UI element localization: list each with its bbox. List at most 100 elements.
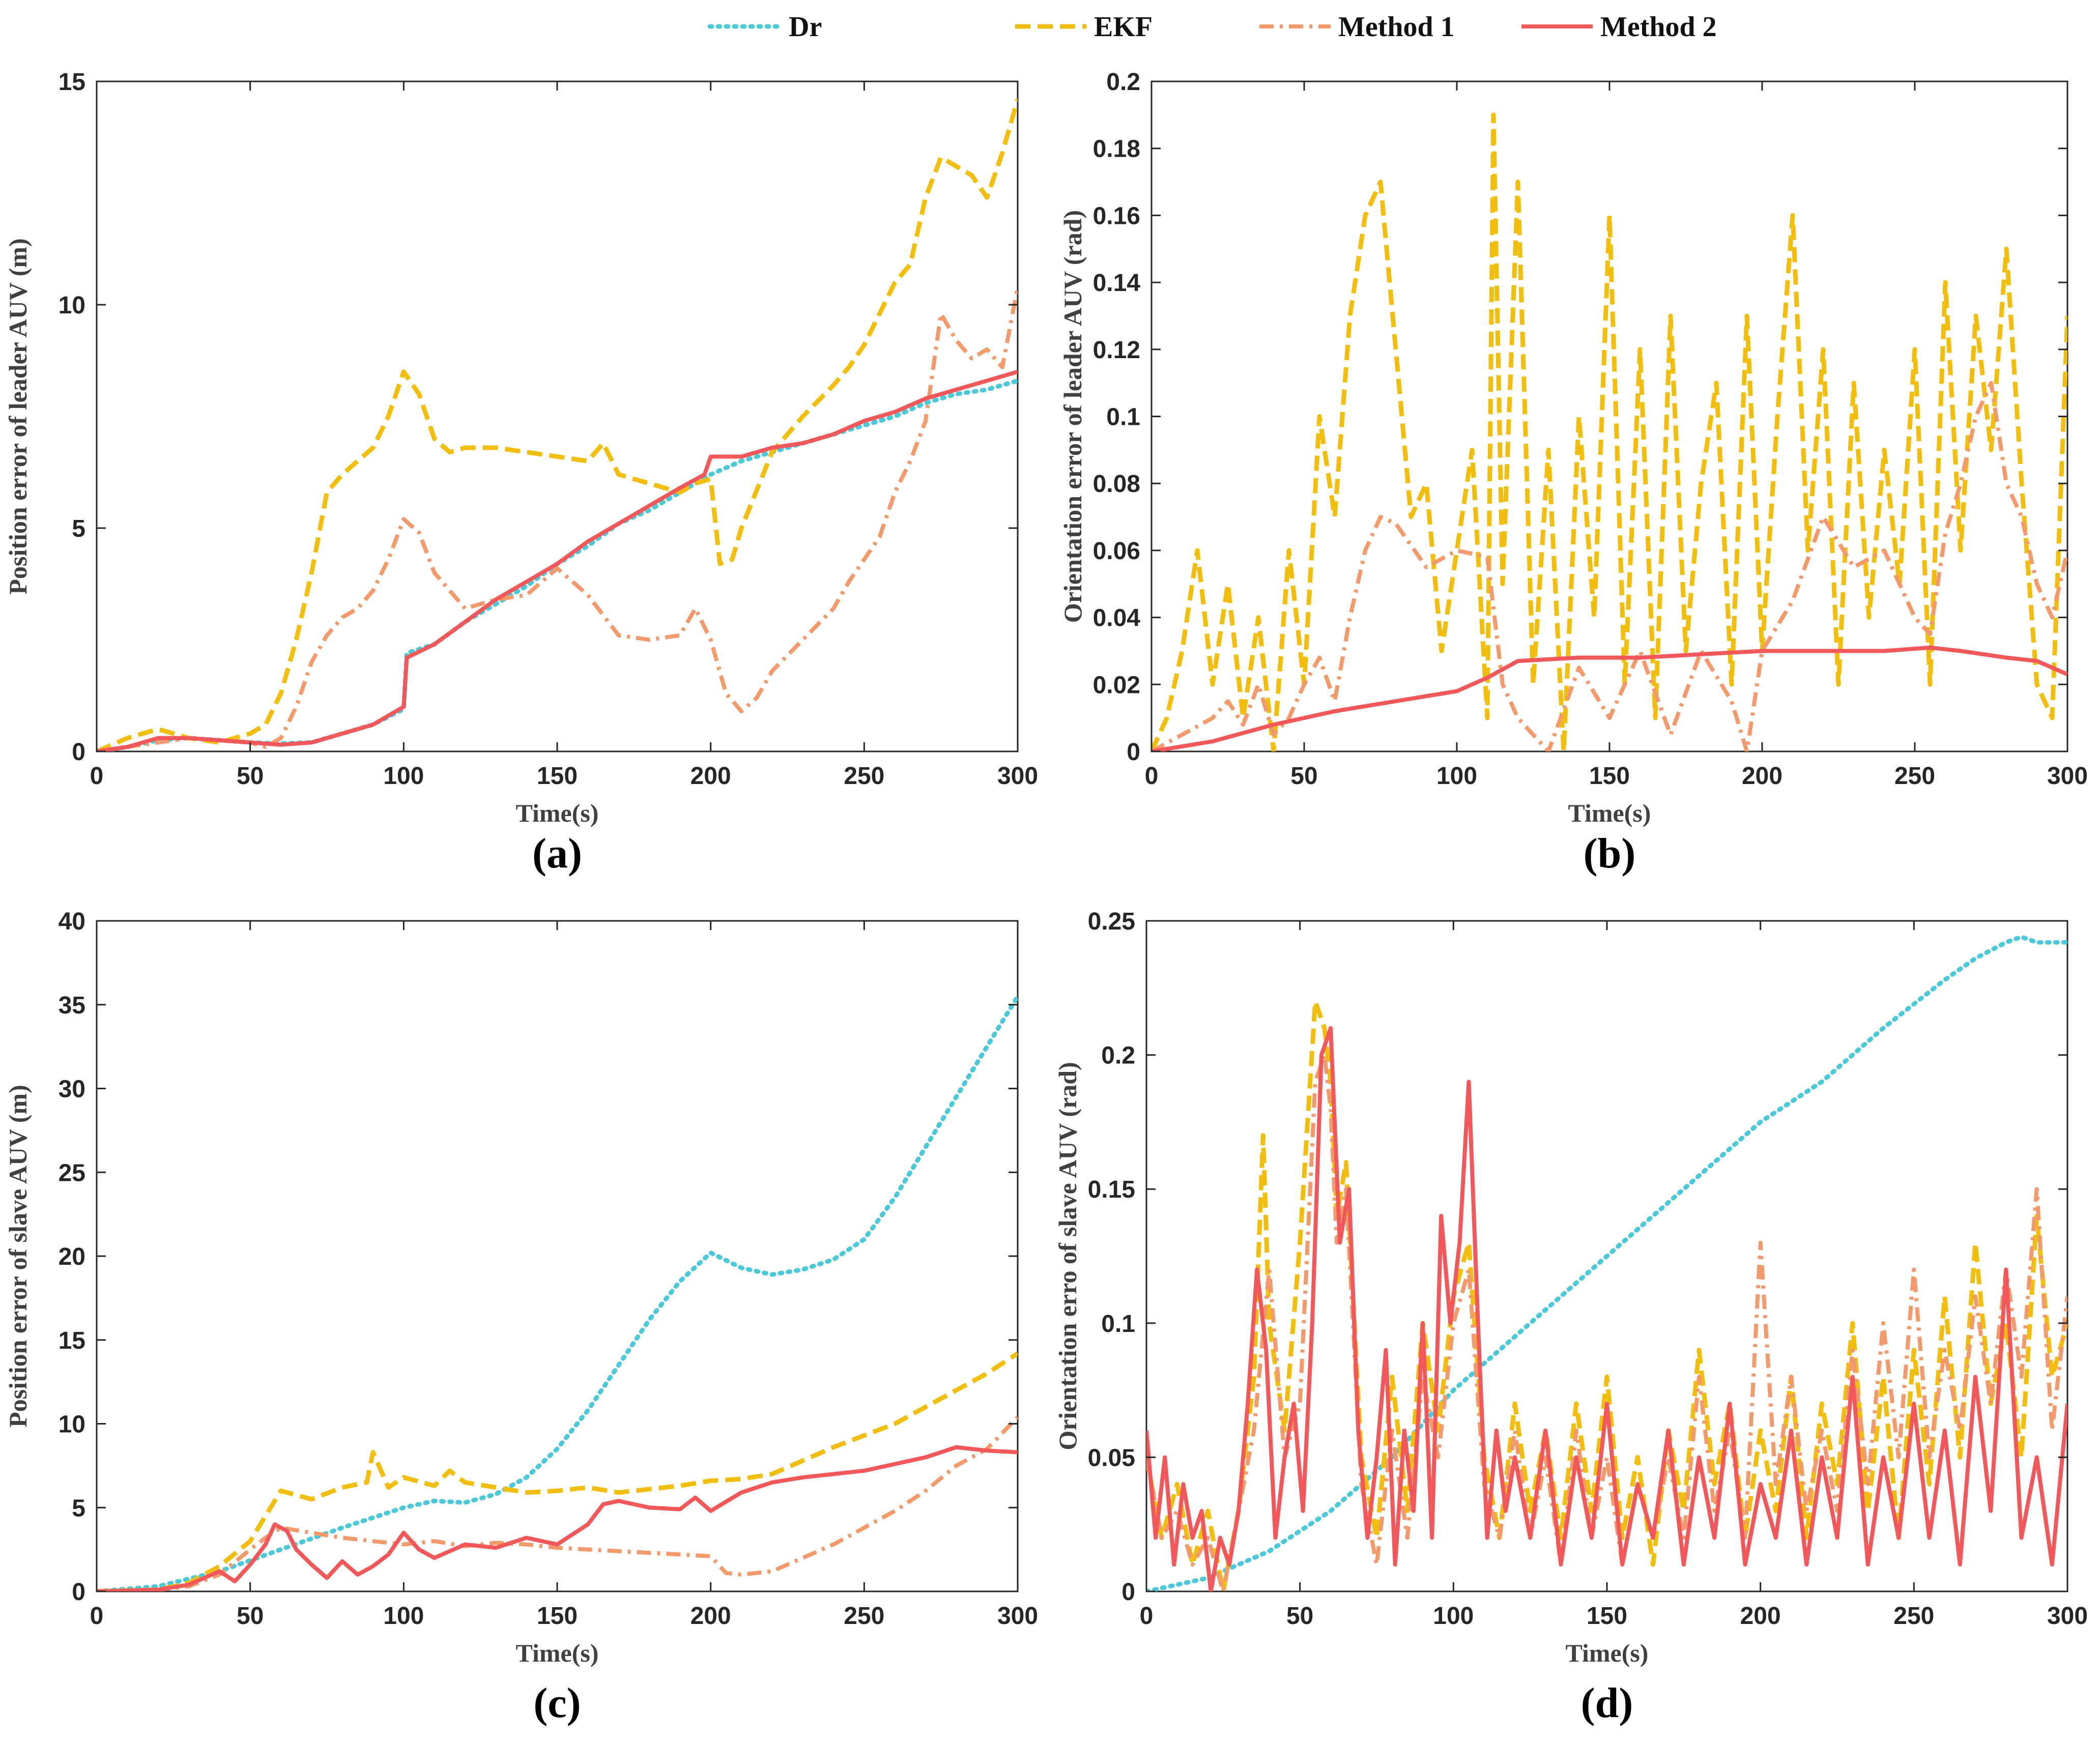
y-tick-label: 0.2 (1101, 1042, 1135, 1069)
y-tick-label: 0.14 (1093, 270, 1141, 297)
chart-panel-b: 0 50 100 150 200 250 300 0 0.02 0.04 0.06 0.08 0.1 0.… (1058, 69, 2088, 877)
y-tick-label: 0.1 (1101, 1311, 1135, 1338)
x-axis-label: Time(s) (516, 799, 599, 827)
x-tick-label: 250 (844, 1603, 884, 1630)
y-tick-label: 0.12 (1093, 337, 1140, 364)
y-tick-label: 0.16 (1093, 202, 1140, 229)
x-tick-label: 100 (383, 1603, 424, 1630)
x-tick-label: 300 (2047, 1603, 2088, 1630)
series-line-method-2 (97, 369, 1018, 751)
legend-label: Method 1 (1338, 11, 1455, 43)
y-tick-label: 0.04 (1093, 605, 1141, 632)
x-tick-label: 200 (1740, 1603, 1781, 1630)
x-tick-label: 0 (1140, 1603, 1154, 1630)
panel-label: (d) (1581, 1679, 1633, 1727)
legend-item-method-2: Method 2 (1521, 11, 1717, 43)
x-tick-label: 200 (691, 763, 731, 790)
x-tick-label: 250 (1894, 763, 1935, 790)
y-tick-label: 40 (59, 908, 85, 935)
series-line-dr (1146, 935, 2067, 1591)
y-tick-label: 15 (59, 69, 85, 96)
y-tick-label: 0.1 (1106, 404, 1140, 431)
legend-label: Dr (789, 11, 822, 43)
x-tick-label: 200 (1742, 763, 1782, 790)
chart-panel-d: 0 50 100 150 200 250 300 0 0.05 0.1 0.15 0.2 0.25 Tim… (1053, 908, 2088, 1727)
x-tick-label: 150 (537, 763, 578, 790)
series-line-method-1 (97, 286, 1018, 751)
y-tick-label: 20 (59, 1243, 85, 1270)
x-tick-label: 0 (90, 763, 104, 790)
series-group (1152, 112, 2067, 751)
chart-panel-a: 0 50 100 150 200 250 300 0 5 10 15 Time(s) Position … (4, 69, 1038, 877)
legend-label: Method 2 (1600, 11, 1717, 43)
series-line-dr (97, 994, 1018, 1591)
legend-item-ekf: EKF (1015, 11, 1153, 43)
x-tick-label: 150 (537, 1603, 578, 1630)
panel-label: (b) (1584, 830, 1636, 877)
x-tick-label: 100 (1433, 1603, 1474, 1630)
x-tick-label: 0 (1145, 763, 1159, 790)
series-group (97, 994, 1018, 1591)
y-axis-label: Position error of leader AUV (m) (4, 238, 32, 594)
y-tick-label: 0.2 (1106, 69, 1140, 96)
chart-panel-c: 0 50 100 150 200 250 300 0 5 10 15 20 25 30 35 40 Time(s… (4, 908, 1038, 1727)
series-line-ekf (1152, 112, 2067, 751)
x-tick-label: 300 (997, 1603, 1038, 1630)
y-axis-label: Orientation error of leader AUV (rad) (1058, 210, 1087, 623)
y-tick-label: 0.02 (1093, 672, 1140, 699)
series-group (97, 98, 1018, 751)
series-line-method-2 (97, 1445, 1018, 1591)
y-tick-label: 0.25 (1088, 908, 1135, 935)
series-line-ekf (1146, 999, 2067, 1591)
y-tick-label: 10 (59, 292, 85, 319)
x-tick-label: 100 (383, 763, 424, 790)
x-axis-label: Time(s) (516, 1639, 599, 1667)
y-tick-label: 10 (59, 1411, 85, 1438)
legend-item-dr: Dr (707, 11, 822, 43)
legend-item-method-1: Method 1 (1259, 11, 1455, 43)
y-axis-label: Position error of slave AUV (m) (4, 1085, 32, 1428)
y-tick-label: 0 (72, 1579, 85, 1606)
y-tick-label: 0.15 (1088, 1176, 1135, 1203)
legend-label: EKF (1094, 11, 1153, 43)
x-tick-label: 100 (1436, 763, 1477, 790)
y-axis-label: Orientation erro of slave AUV (rad) (1053, 1062, 1082, 1450)
y-tick-label: 0.05 (1088, 1444, 1135, 1471)
x-tick-label: 150 (1589, 763, 1630, 790)
x-tick-label: 250 (844, 763, 884, 790)
panel-label: (c) (533, 1679, 581, 1727)
series-line-ekf (97, 1351, 1018, 1591)
y-tick-label: 5 (72, 515, 85, 542)
series-line-method-2 (1152, 645, 2067, 751)
y-tick-label: 0 (1127, 739, 1140, 766)
legend: Dr EKF Method 1 Method 2 (707, 11, 1717, 43)
x-tick-label: 300 (2047, 763, 2088, 790)
y-tick-label: 0.06 (1093, 538, 1140, 565)
x-tick-label: 0 (90, 1603, 104, 1630)
x-tick-label: 50 (237, 1603, 264, 1630)
series-line-method-2 (1146, 1026, 2067, 1591)
x-tick-label: 200 (691, 1603, 731, 1630)
series-line-method-1 (1146, 1053, 2067, 1591)
y-tick-label: 35 (59, 992, 85, 1019)
series-line-method-1 (1152, 381, 2067, 751)
y-tick-label: 0 (72, 739, 85, 766)
x-tick-label: 150 (1587, 1603, 1627, 1630)
series-line-ekf (97, 98, 1018, 751)
panel-label: (a) (532, 830, 582, 877)
y-tick-label: 5 (72, 1495, 85, 1522)
x-axis-label: Time(s) (1566, 1639, 1649, 1667)
y-tick-label: 0 (1121, 1579, 1135, 1606)
y-tick-label: 0.08 (1093, 471, 1140, 498)
y-tick-label: 25 (59, 1159, 85, 1186)
x-tick-label: 250 (1893, 1603, 1934, 1630)
x-tick-label: 50 (1290, 763, 1317, 790)
y-tick-label: 30 (59, 1076, 85, 1103)
x-axis-label: Time(s) (1568, 799, 1651, 827)
x-tick-label: 300 (997, 763, 1038, 790)
series-group (1146, 935, 2067, 1591)
y-tick-label: 15 (59, 1327, 85, 1354)
x-tick-label: 50 (1286, 1603, 1313, 1630)
y-tick-label: 0.18 (1093, 136, 1140, 163)
x-tick-label: 50 (237, 763, 264, 790)
